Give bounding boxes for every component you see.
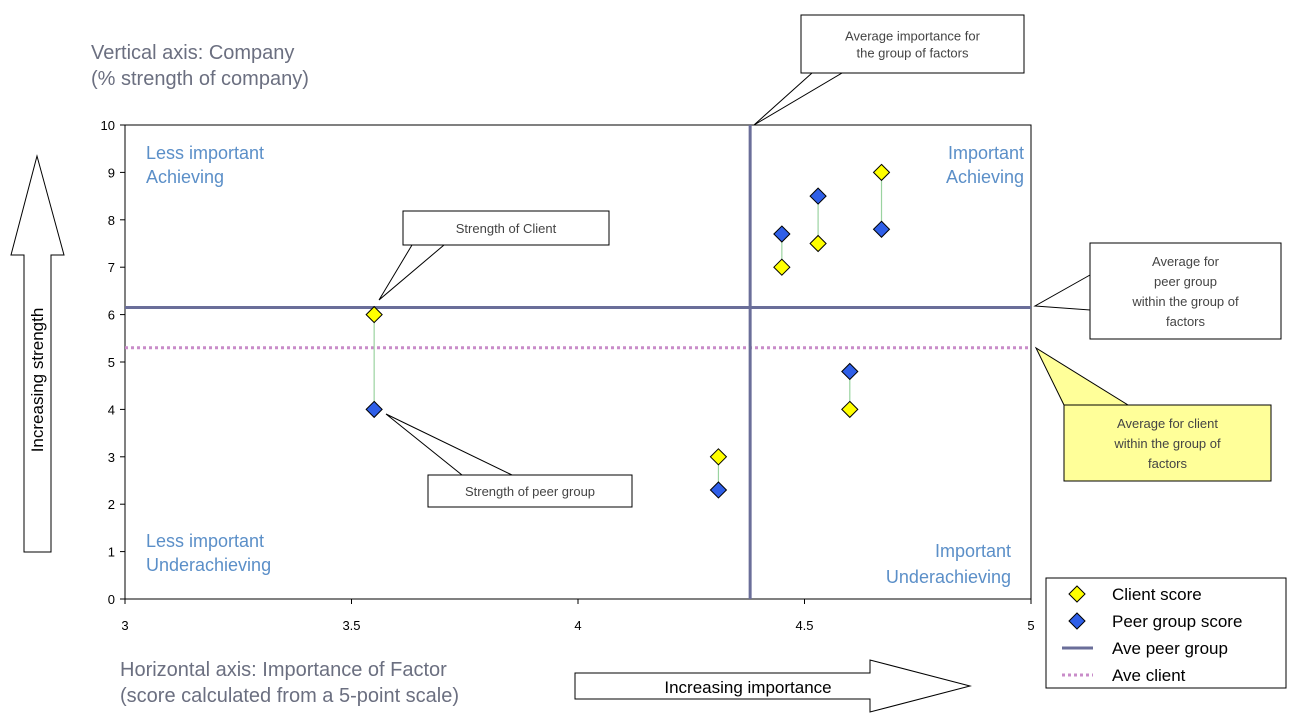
vertical-axis-title: Vertical axis: Company [91,42,295,64]
x-tick-label: 3.5 [342,618,360,633]
x-tick-label: 3 [121,618,128,633]
strength-of-peer-group-callout-box [427,474,633,508]
average-importance-callout: Average importance for the group of facto… [753,14,1025,126]
y-tick-label: 10 [101,118,115,133]
average-peer-group-callout-text: within the group of [1131,294,1239,309]
client-score-point [773,258,791,276]
average-client-callout-text: factors [1148,456,1188,471]
y-tick-label: 0 [108,592,115,607]
horizontal-axis-subtitle: (score calculated from a 5-point scale) [120,685,460,707]
client-score-point [841,400,859,419]
increasing-strength-label: Increasing strength [28,308,47,453]
quadrant-label: Less important [146,143,264,163]
y-tick-label: 3 [108,450,115,465]
peer-group-score-point [709,481,728,499]
client-score-point [709,448,728,466]
client-score-point [872,163,891,182]
peer-group-score-point [809,187,827,205]
average-importance-callout-pointer [753,72,844,126]
legend: Client score Peer group score Ave peer gro… [1045,577,1287,689]
average-importance-callout-text: Average importance for [845,29,981,44]
average-peer-group-callout-box [1089,242,1282,340]
quadrant-label: Less important [146,531,264,551]
vertical-axis-title-block: Vertical axis: Company (% strength of co… [91,40,309,92]
strength-of-peer-group-callout-pointer [385,413,513,476]
increasing-importance-label: Increasing importance [664,678,831,697]
peer-group-score-point [872,220,891,238]
strength-of-client-callout-pointer [378,244,446,301]
average-client-callout-pointer [1034,346,1130,406]
increasing-strength-arrow [10,154,65,553]
horizontal-axis-title: Horizontal axis: Importance of Factor [120,659,447,681]
x-tick-label: 4 [574,618,581,633]
y-tick-label: 6 [108,308,115,323]
average-peer-group-callout-pointer [1033,274,1091,311]
x-tick-label: 4.5 [795,618,813,633]
plot-area [124,124,1032,600]
y-tick-label: 2 [108,497,115,512]
y-tick-label: 8 [108,213,115,228]
legend-label: Peer group score [1112,612,1242,631]
average-client-callout-box [1063,404,1272,482]
average-peer-group-callout-text: factors [1166,314,1206,329]
average-importance-callout-box [800,14,1025,74]
y-tick-label: 1 [108,545,115,560]
peer-group-score-point [365,400,383,419]
average-peer-group-callout-text: peer group [1154,274,1217,289]
strength-of-peer-group-callout-text: Strength of peer group [465,484,595,499]
legend-marker [1068,612,1086,630]
vertical-axis-subtitle: (% strength of company) [91,68,309,90]
strength-of-client-callout-text: Strength of Client [456,221,557,236]
quadrant-label: Achieving [946,167,1024,187]
peer-group-score-point [841,362,859,381]
average-peer-group-callout-text: Average for [1152,254,1220,269]
legend-label: Client score [1112,585,1202,604]
quadrant-label: Important [935,541,1011,561]
average-client-callout-text: within the group of [1113,436,1221,451]
y-tick-label: 4 [108,402,115,417]
legend-box [1045,577,1287,689]
client-score-point [809,234,827,253]
strength-of-client-callout: Strength of Client [378,210,610,301]
quadrant-label: Important [948,143,1024,163]
x-tick-label: 5 [1027,618,1034,633]
increasing-importance-arrow [574,659,972,713]
average-client-callout: Average for client within the group of fac… [1034,346,1272,482]
average-peer-group-callout: Average for peer group within the group of… [1033,242,1282,340]
quadrant-label: Achieving [146,167,224,187]
y-tick-label: 9 [108,165,115,180]
peer-group-score-point [773,225,791,243]
average-importance-callout-text: the group of factors [856,46,969,61]
average-client-callout-text: Average for client [1117,416,1218,431]
y-tick-label: 7 [108,260,115,275]
strength-of-peer-group-callout: Strength of peer group [385,413,633,508]
legend-label: Ave peer group [1112,639,1228,658]
strength-of-client-callout-box [402,210,610,246]
client-score-point [365,305,383,324]
quadrant-label: Underachieving [146,555,271,575]
legend-label: Ave client [1112,666,1186,685]
y-tick-label: 5 [108,355,115,370]
legend-marker [1068,585,1086,603]
quadrant-label: Underachieving [886,567,1011,587]
horizontal-axis-title-block: Horizontal axis: Importance of Factor (s… [120,657,459,709]
